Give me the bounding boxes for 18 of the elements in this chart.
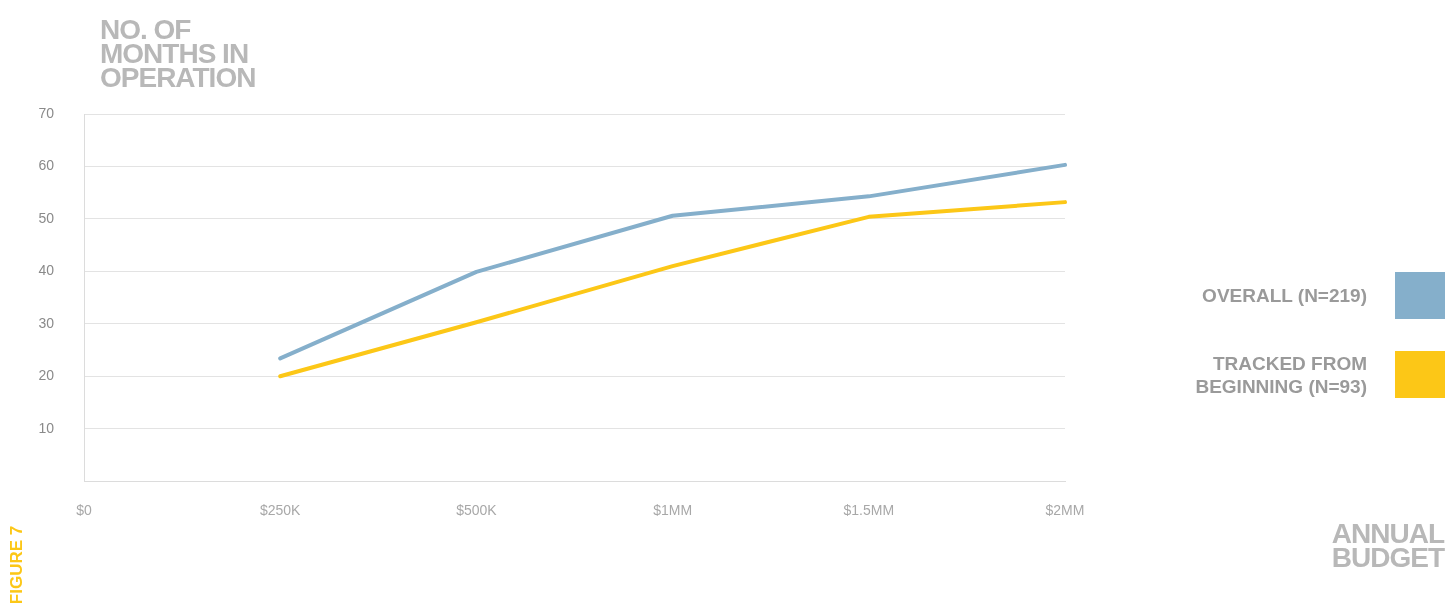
y-tick-label: 10 <box>38 419 55 436</box>
y-tick-label: 70 <box>38 104 55 121</box>
caption: FIGURE 7 <box>7 525 27 605</box>
y-tick-label: 30 <box>38 314 55 331</box>
y-axis-title: NO. OF MONTHS IN OPERATION <box>100 14 257 93</box>
y-tick-label: 20 <box>38 367 55 384</box>
x-tick-label: $500K <box>456 502 498 519</box>
x-tick-label: $250K <box>259 502 302 519</box>
y-tick-label: 50 <box>38 209 55 226</box>
x-tick-label: $2MM <box>1045 502 1085 519</box>
text: TRACKED FROM BEGINNING (N=93) <box>1194 351 1367 398</box>
y-tick-label: 40 <box>38 262 55 279</box>
y-tick-label: 60 <box>38 157 55 174</box>
text: OVERALL (N=219) <box>1201 284 1367 307</box>
x-tick-label: $1MM <box>653 502 693 519</box>
text: ANNUAL BUDGET <box>1330 518 1444 573</box>
x-tick-label: $0 <box>76 502 92 519</box>
x-tick-label: $1.5MM <box>843 502 895 519</box>
